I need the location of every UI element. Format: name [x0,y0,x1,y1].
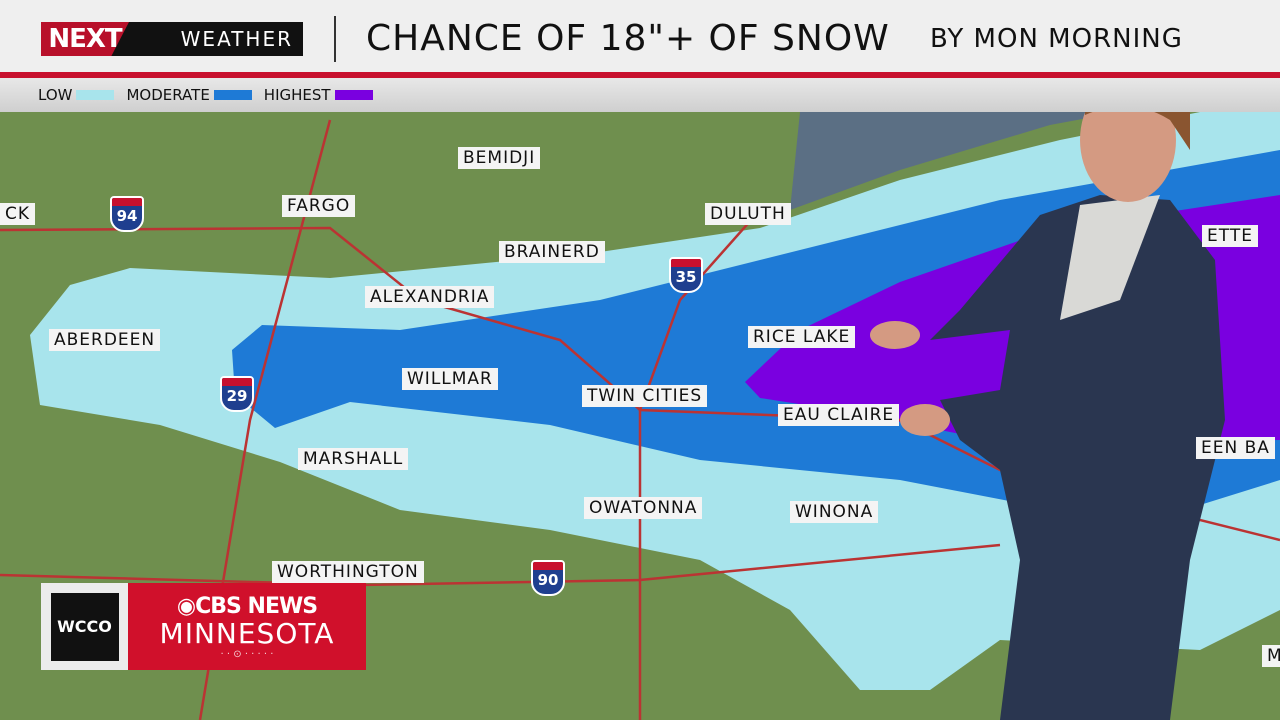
legend-highest-label: HIGHEST [263,86,331,104]
wcco-logo: WCCO [50,592,119,661]
city-label-willmar: WILLMAR [402,368,498,390]
header-accent-line [0,72,1280,78]
city-label-rice-lake: RICE LAKE [748,326,856,348]
interstate-29-shield: 29 [220,376,254,412]
logo-weather: WEATHER [111,22,303,56]
city-label-winona: WINONA [790,501,879,523]
city-label-ck: CK [0,203,36,225]
city-label-bemidji: BEMIDJI [458,147,541,169]
lake-superior [790,112,1120,210]
legend-low-swatch [76,90,115,100]
page-subtitle: BY MON MORNING [930,24,1183,54]
legend-moderate-label: MODERATE [126,86,210,104]
city-label-owatonna: OWATONNA [584,497,703,519]
next-weather-logo: NEXT WEATHER [41,22,303,56]
city-label-worthington: WORTHINGTON [272,561,424,583]
page-dots: · · ⊙ · · · · · [220,648,274,660]
cbs-news-logo: ◉CBS NEWS [176,593,318,619]
page-title: CHANCE OF 18"+ OF SNOW [366,18,890,59]
legend-moderate-swatch [213,90,252,100]
interstate-94-shield: 94 [110,196,144,232]
header-bar: NEXT WEATHER CHANCE OF 18"+ OF SNOW BY M… [0,0,1280,72]
region-label: MINNESOTA [159,616,335,650]
legend-low-label: LOW [38,86,73,104]
city-label-marshall: MARSHALL [298,448,409,470]
divider [334,16,336,62]
city-label-fargo: FARGO [282,195,356,217]
person-weatherman [870,78,1225,720]
interstate-35-shield: 35 [669,257,703,293]
interstate-90-shield: 90 [531,560,565,596]
city-label-green-bay: EEN BA [1196,437,1275,459]
city-label-marquette: ETTE [1202,225,1258,247]
city-label-twin-cities: TWIN CITIES [582,385,708,407]
city-label-brainerd: BRAINERD [499,241,605,263]
city-label-m: M [1262,645,1280,667]
legend-highest-swatch [334,90,373,100]
station-bug: WCCO ◉CBS NEWS MINNESOTA · · ⊙ · · · · · [41,583,366,670]
city-label-eau-claire: EAU CLAIRE [778,404,900,426]
legend: LOW MODERATE HIGHEST [0,78,1280,112]
logo-next: NEXT [41,22,129,56]
cbs-eye-icon: ◉ [176,593,196,619]
city-label-duluth: DULUTH [705,203,791,225]
city-label-alexandria: ALEXANDRIA [365,286,495,308]
city-label-aberdeen: ABERDEEN [49,329,161,351]
